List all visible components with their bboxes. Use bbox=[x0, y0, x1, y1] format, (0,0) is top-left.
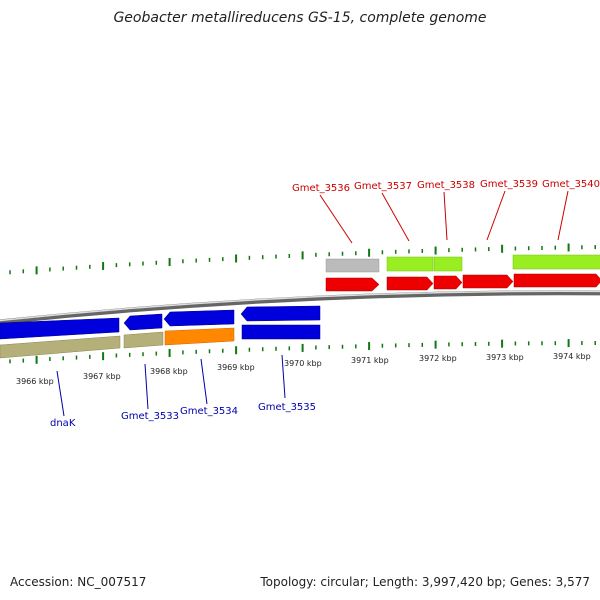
cds-arrow[interactable] bbox=[513, 273, 600, 288]
scale-label: 3968 kbp bbox=[150, 367, 188, 376]
label-leader-line bbox=[443, 191, 448, 241]
reverse-feature-row bbox=[0, 324, 321, 359]
cds-arrow[interactable] bbox=[0, 317, 120, 340]
gene-label[interactable]: Gmet_3538 bbox=[417, 180, 475, 191]
gene-label[interactable]: Gmet_3537 bbox=[354, 181, 412, 192]
gene-gray-bar[interactable] bbox=[325, 258, 380, 273]
scale-labels: 3966 kbp 3967 kbp 3968 kbp 3969 kbp 3970… bbox=[16, 352, 591, 386]
cds-arrow[interactable] bbox=[386, 276, 434, 291]
cds-block[interactable] bbox=[241, 324, 321, 340]
label-leader-line bbox=[486, 190, 506, 241]
label-leader-line bbox=[381, 192, 410, 242]
label-leader-line bbox=[557, 190, 569, 241]
gene-green-bar[interactable] bbox=[433, 256, 463, 272]
gene-label[interactable]: Gmet_3539 bbox=[480, 179, 538, 190]
genome-backbone bbox=[0, 290, 600, 325]
gene-label[interactable]: Gmet_3534 bbox=[180, 406, 238, 417]
cds-arrow[interactable] bbox=[433, 275, 463, 290]
reverse-gene-labels: dnaK Gmet_3533 Gmet_3534 Gmet_3535 bbox=[50, 354, 316, 429]
genome-backbone-highlight bbox=[0, 290, 600, 322]
gene-label[interactable]: dnaK bbox=[50, 418, 76, 429]
label-leader-line bbox=[319, 194, 353, 244]
cds-arrow[interactable] bbox=[462, 274, 514, 289]
gene-olive-bar[interactable] bbox=[0, 335, 121, 359]
gene-label[interactable]: Gmet_3533 bbox=[121, 411, 179, 422]
label-leader-line bbox=[200, 358, 208, 405]
outer-tick-ring bbox=[9, 243, 596, 275]
scale-label: 3973 kbp bbox=[486, 353, 524, 362]
gene-olive-bar[interactable] bbox=[123, 331, 164, 349]
forward-feature-row bbox=[325, 254, 600, 273]
scale-label: 3970 kbp bbox=[284, 359, 322, 368]
scale-label: 3967 kbp bbox=[83, 372, 121, 381]
scale-label: 3969 kbp bbox=[217, 363, 255, 372]
scale-label: 3972 kbp bbox=[419, 354, 457, 363]
cds-arrow[interactable] bbox=[123, 313, 163, 331]
forward-gene-labels: Gmet_3536 Gmet_3537 Gmet_3538 Gmet_3539 … bbox=[292, 179, 600, 244]
scale-label: 3974 kbp bbox=[553, 352, 591, 361]
inner-tick-ring bbox=[9, 339, 596, 364]
gene-green-bar[interactable] bbox=[512, 254, 600, 270]
gene-label[interactable]: Gmet_3536 bbox=[292, 183, 350, 194]
gene-label[interactable]: Gmet_3535 bbox=[258, 402, 316, 413]
reverse-cds-row bbox=[0, 305, 321, 340]
accession-text: Accession: NC_007517 bbox=[10, 575, 147, 589]
scale-label: 3966 kbp bbox=[16, 377, 54, 386]
scale-label: 3971 kbp bbox=[351, 356, 389, 365]
cds-arrow[interactable] bbox=[325, 277, 380, 292]
label-leader-line bbox=[281, 354, 286, 399]
label-leader-line bbox=[144, 363, 149, 410]
gene-green-bar[interactable] bbox=[386, 256, 434, 272]
cds-arrow[interactable] bbox=[240, 305, 321, 322]
forward-cds-row bbox=[325, 273, 600, 292]
label-leader-line bbox=[56, 370, 65, 417]
map-title: Geobacter metallireducens GS-15, complet… bbox=[113, 10, 487, 26]
gene-label[interactable]: Gmet_3540 bbox=[542, 179, 600, 190]
genome-summary-text: Topology: circular; Length: 3,997,420 bp… bbox=[260, 575, 590, 589]
gene-orange-bar[interactable] bbox=[164, 327, 235, 346]
cds-arrow[interactable] bbox=[163, 309, 235, 327]
